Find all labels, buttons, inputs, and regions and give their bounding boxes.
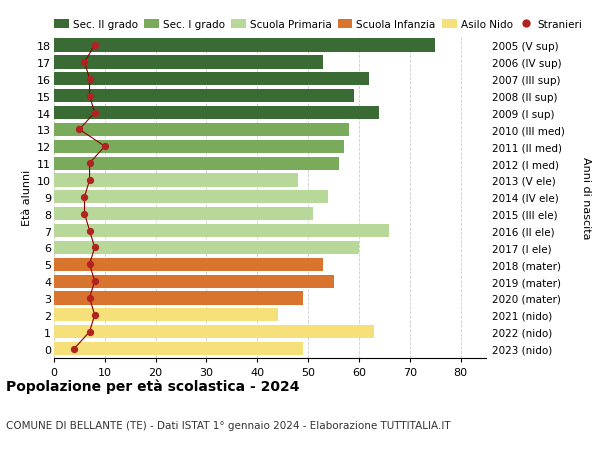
Bar	[54, 292, 303, 305]
Text: Popolazione per età scolastica - 2024: Popolazione per età scolastica - 2024	[6, 379, 299, 393]
Point	[85, 328, 94, 336]
Point	[85, 76, 94, 83]
Point	[80, 211, 89, 218]
Bar	[54, 90, 354, 103]
Point	[90, 278, 100, 285]
Bar	[54, 56, 323, 69]
Bar	[54, 106, 379, 120]
Point	[70, 345, 79, 353]
Bar	[54, 174, 298, 187]
Point	[85, 177, 94, 184]
Y-axis label: Età alunni: Età alunni	[22, 169, 32, 225]
Point	[90, 312, 100, 319]
Bar	[54, 241, 359, 254]
Point	[85, 93, 94, 100]
Bar	[54, 157, 338, 170]
Bar	[54, 325, 374, 338]
Bar	[54, 207, 313, 221]
Point	[90, 244, 100, 252]
Point	[85, 261, 94, 269]
Legend: Sec. II grado, Sec. I grado, Scuola Primaria, Scuola Infanzia, Asilo Nido, Stran: Sec. II grado, Sec. I grado, Scuola Prim…	[54, 20, 583, 30]
Y-axis label: Anni di nascita: Anni di nascita	[581, 156, 591, 239]
Point	[90, 110, 100, 117]
Bar	[54, 224, 389, 238]
Point	[74, 126, 84, 134]
Bar	[54, 140, 344, 153]
Text: COMUNE DI BELLANTE (TE) - Dati ISTAT 1° gennaio 2024 - Elaborazione TUTTITALIA.I: COMUNE DI BELLANTE (TE) - Dati ISTAT 1° …	[6, 420, 451, 430]
Bar	[54, 342, 303, 355]
Bar	[54, 275, 334, 288]
Bar	[54, 308, 278, 322]
Point	[85, 295, 94, 302]
Bar	[54, 258, 323, 271]
Point	[85, 227, 94, 235]
Point	[90, 42, 100, 50]
Bar	[54, 123, 349, 137]
Point	[80, 194, 89, 201]
Point	[80, 59, 89, 67]
Bar	[54, 73, 369, 86]
Bar	[54, 191, 328, 204]
Point	[85, 160, 94, 168]
Bar	[54, 39, 435, 52]
Point	[100, 143, 110, 151]
